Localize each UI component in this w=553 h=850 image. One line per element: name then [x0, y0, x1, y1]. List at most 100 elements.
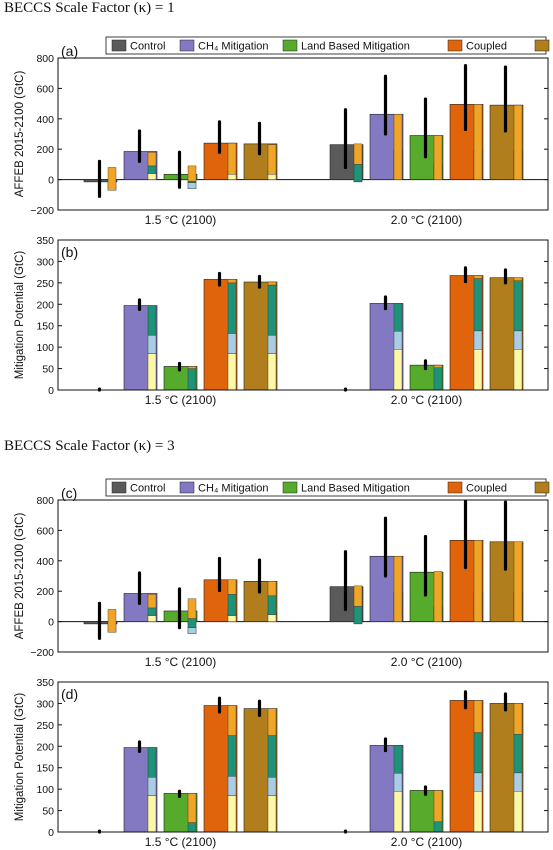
legend-entry: Land Based Mitigation: [301, 483, 410, 495]
stack-segment: [227, 735, 237, 777]
stack-segment: [473, 104, 483, 180]
stack-segment: [353, 585, 363, 607]
legend-swatch: [447, 481, 463, 494]
stack-segment: [227, 705, 237, 736]
stack-segment: [147, 152, 157, 167]
stack-segment: [473, 791, 483, 833]
y-tick-label: 150: [36, 321, 54, 333]
stack-segment: [267, 284, 277, 336]
stack-segment: [433, 364, 443, 368]
plot-frame: [57, 499, 549, 653]
legend-swatch: [282, 481, 298, 494]
stack-segment: [513, 772, 523, 792]
stack-segment: [473, 278, 483, 332]
y-tick-label: 0: [48, 385, 54, 397]
y-tick-label: 250: [36, 720, 54, 732]
stack-segment: [267, 735, 277, 778]
stack-segment: [267, 776, 277, 796]
legend-entry: CH₄ Mitigation: [198, 483, 269, 495]
stack-segment: [227, 142, 237, 175]
stack-segment: [107, 609, 117, 633]
stack-segment: [433, 135, 443, 180]
y-axis-label: Mitigation Potential (GtC): [14, 251, 26, 380]
stack-segment: [147, 795, 157, 833]
y-tick-label: −200: [30, 205, 54, 217]
panel-d: 0 50 100 150 200 250 300 350 Mitigation Potentia…: [14, 677, 549, 849]
y-tick-label: 400: [36, 114, 54, 126]
category-label: 2.0 °C (2100): [391, 393, 463, 407]
stack-segment: [267, 281, 277, 286]
stack-segment: [147, 165, 157, 174]
stack-segment: [227, 279, 237, 284]
stack-segment: [227, 795, 237, 833]
stack-segment: [267, 581, 277, 596]
y-axis-label: AFFEB 2015-2100 (GtC): [14, 71, 26, 198]
legend: Control CH₄ Mitigation Land Based Mitigati…: [105, 478, 550, 497]
stack-segment: [513, 734, 523, 774]
y-tick-label: 200: [36, 741, 54, 753]
y-tick-label: 50: [42, 364, 54, 376]
stack-segment: [147, 353, 157, 391]
stack-segment: [433, 821, 443, 833]
y-tick-label: 0: [48, 617, 54, 629]
stack-segment: [473, 275, 483, 279]
y-tick-label: 100: [36, 784, 54, 796]
y-tick-label: 600: [36, 83, 54, 95]
panel-label: (d): [61, 686, 78, 702]
category-label: 1.5 °C (2100): [145, 213, 217, 227]
legend-swatch: [179, 481, 195, 494]
stack-segment: [433, 571, 443, 622]
section-title-kappa-1: BECCS Scale Factor (κ) = 1: [4, 0, 175, 16]
stack-segment: [393, 303, 403, 332]
panel-label: (a): [61, 43, 78, 59]
y-tick-label: 200: [36, 299, 54, 311]
legend-swatch: [534, 39, 550, 52]
y-tick-label: 400: [36, 556, 54, 568]
legend-swatch: [534, 481, 550, 494]
stack-segment: [187, 366, 197, 369]
stack-segment: [353, 143, 363, 165]
panel-c: −200 0 200 400 600 800 AFFEB 2015-2100 (GtC) (c…: [14, 478, 550, 669]
stack-segment: [433, 367, 443, 391]
category-label: 1.5 °C (2100): [145, 393, 217, 407]
stack-segment: [473, 330, 483, 350]
y-tick-label: 600: [36, 525, 54, 537]
y-tick-label: 800: [36, 495, 54, 507]
section-title-kappa-3: BECCS Scale Factor (κ) = 3: [4, 438, 175, 454]
y-tick-label: 200: [36, 586, 54, 598]
stack-segment: [513, 104, 523, 180]
y-tick-label: 250: [36, 278, 54, 290]
plot-frame: [57, 239, 549, 391]
legend-entry: Land Based Mitigation: [301, 41, 410, 53]
stack-segment: [513, 330, 523, 350]
legend-swatch: [447, 39, 463, 52]
stack-segment: [513, 349, 523, 391]
stack-segment: [187, 618, 197, 628]
stack-segment: [187, 793, 197, 823]
stack-segment: [147, 334, 157, 354]
stack-segment: [473, 700, 483, 733]
legend-swatch: [179, 39, 195, 52]
stack-segment: [513, 791, 523, 833]
stack-segment: [227, 579, 237, 595]
panel-b: 0 50 100 150 200 250 300 350 Mitigation Potentia…: [14, 235, 549, 407]
stack-segment: [353, 606, 363, 625]
stack-segment: [513, 541, 523, 622]
category-label: 2.0 °C (2100): [391, 835, 463, 849]
category-label: 2.0 °C (2100): [391, 213, 463, 227]
stack-segment: [227, 594, 237, 616]
stack-segment: [187, 598, 197, 619]
legend-entry: CH₄ Mitigation: [198, 41, 269, 53]
stack-segment: [513, 277, 523, 281]
stack-segment: [267, 334, 277, 354]
y-axis-label: AFFEB 2015-2100 (GtC): [14, 513, 26, 640]
stack-segment: [227, 333, 237, 354]
stack-segment: [267, 795, 277, 833]
stack-segment: [473, 349, 483, 391]
legend: Control CH₄ Mitigation Land Based Mitigati…: [105, 36, 550, 55]
plot-frame: [57, 57, 549, 211]
stack-segment: [107, 167, 117, 191]
y-tick-label: 350: [36, 677, 54, 689]
stack-segment: [147, 776, 157, 796]
